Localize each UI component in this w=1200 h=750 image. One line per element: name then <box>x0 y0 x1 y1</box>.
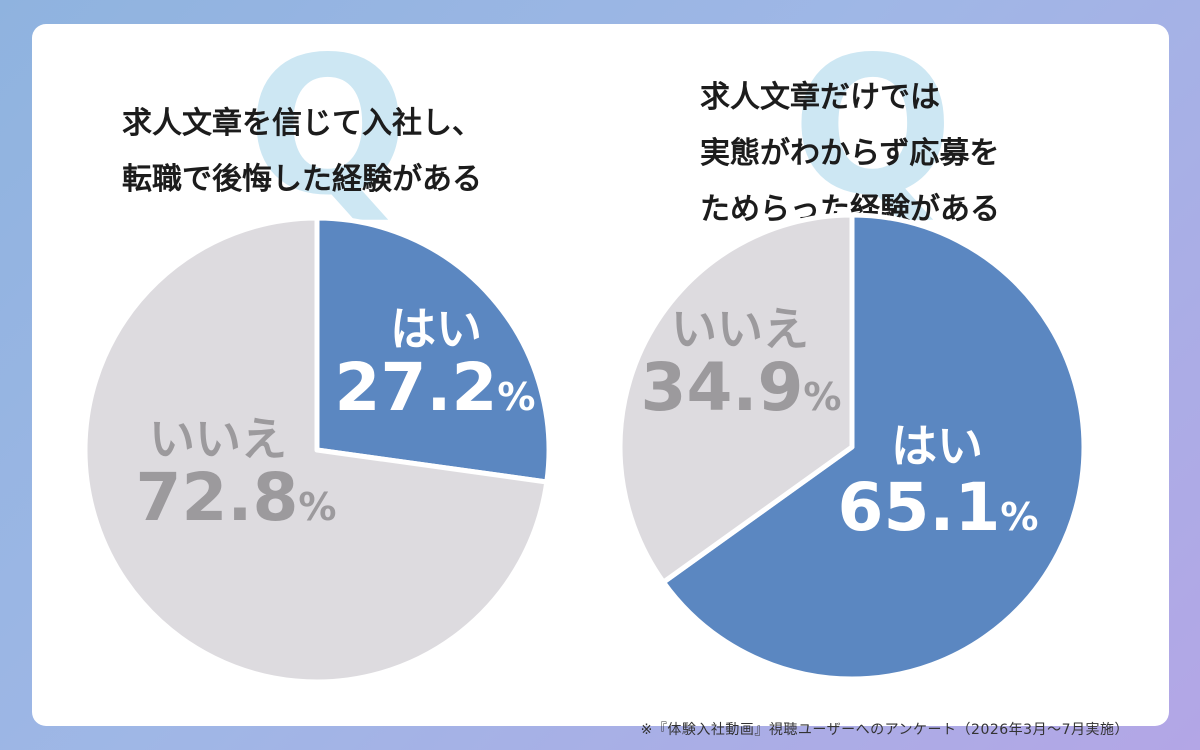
survey-footnote: ※『体験入社動画』視聴ユーザーへのアンケート（2026年3月〜7月実施） <box>640 722 1129 738</box>
pie-slice-yes <box>660 212 1087 682</box>
slice-label-no: いいえ <box>149 412 287 466</box>
slice-value-no: 72.8% <box>136 459 337 536</box>
pie-slice-no <box>82 215 550 685</box>
question-title-left: 求人文章を信じて入社し、 転職で後悔した経験がある <box>122 106 482 197</box>
slice-value-yes: 65.1% <box>838 469 1039 546</box>
slice-value-yes: 27.2% <box>335 349 536 426</box>
slice-value-no: 34.9% <box>641 349 842 426</box>
slice-label-yes: はい <box>891 419 983 473</box>
pie-slice-no <box>617 212 855 585</box>
q-mark-right: Q <box>792 16 954 237</box>
slice-label-no: いいえ <box>671 302 809 356</box>
slice-label-yes: はい <box>390 302 482 356</box>
pie-slice-yes <box>314 215 552 485</box>
q-mark-left: Q <box>247 16 409 237</box>
